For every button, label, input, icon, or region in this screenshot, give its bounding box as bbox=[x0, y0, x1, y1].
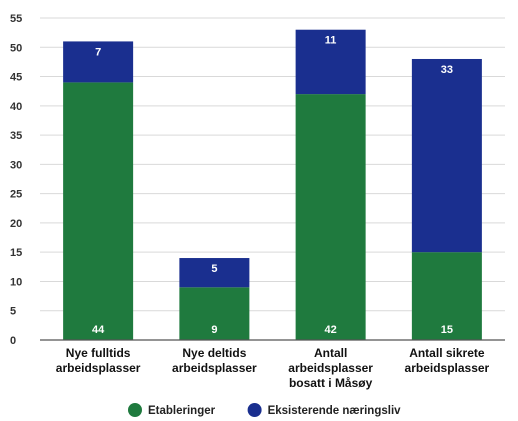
bar-segment-eksisterende bbox=[295, 29, 366, 95]
x-category-label: arbeidsplasser bbox=[56, 361, 141, 375]
y-tick-label: 25 bbox=[10, 189, 22, 201]
y-tick-label: 45 bbox=[10, 72, 22, 84]
y-tick-label: 55 bbox=[10, 13, 22, 25]
y-tick-label: 5 bbox=[10, 306, 16, 318]
y-tick-label: 10 bbox=[10, 276, 22, 288]
x-category-label: arbeidsplasser bbox=[405, 361, 490, 375]
bar-segment-eksisterende bbox=[179, 258, 250, 288]
y-tick-label: 35 bbox=[10, 130, 22, 142]
x-category-label: arbeidsplasser bbox=[288, 361, 373, 375]
x-category-label: Antall bbox=[314, 346, 347, 360]
x-category-label: Nye deltids bbox=[182, 346, 246, 360]
data-label: 7 bbox=[95, 46, 101, 58]
x-category-label: Nye fulltids bbox=[66, 346, 131, 360]
legend-label: Eksisterende næringsliv bbox=[268, 405, 402, 417]
x-category-label: Antall sikrete bbox=[409, 346, 485, 360]
bars-layer bbox=[63, 29, 482, 341]
data-label: 9 bbox=[211, 324, 217, 336]
x-category-label: arbeidsplasser bbox=[172, 361, 257, 375]
data-label: 42 bbox=[325, 324, 337, 336]
bar-segment-etableringer bbox=[411, 252, 482, 340]
legend: Etableringer Eksisterende næringsliv bbox=[128, 403, 401, 417]
legend-marker bbox=[128, 403, 142, 417]
data-label: 33 bbox=[441, 64, 453, 76]
data-label: 11 bbox=[325, 35, 337, 47]
data-label: 15 bbox=[441, 324, 453, 336]
data-label: 44 bbox=[92, 324, 105, 336]
data-label: 5 bbox=[211, 263, 217, 275]
bar-segment-etableringer bbox=[63, 82, 134, 341]
bar-segment-etableringer bbox=[179, 287, 250, 340]
bar-segment-etableringer bbox=[295, 94, 366, 340]
y-tick-label: 50 bbox=[10, 42, 22, 54]
y-tick-label: 40 bbox=[10, 101, 22, 113]
legend-label: Etableringer bbox=[148, 405, 216, 417]
legend-marker bbox=[247, 403, 262, 417]
bar-segment-eksisterende bbox=[411, 58, 482, 253]
y-tick-label: 20 bbox=[10, 218, 22, 230]
y-tick-label: 0 bbox=[10, 335, 16, 347]
bar-segment-eksisterende bbox=[63, 41, 134, 83]
x-category-label: bosatt i Måsøy bbox=[289, 376, 373, 390]
y-tick-label: 30 bbox=[10, 159, 22, 171]
y-tick-label: 15 bbox=[10, 247, 22, 259]
